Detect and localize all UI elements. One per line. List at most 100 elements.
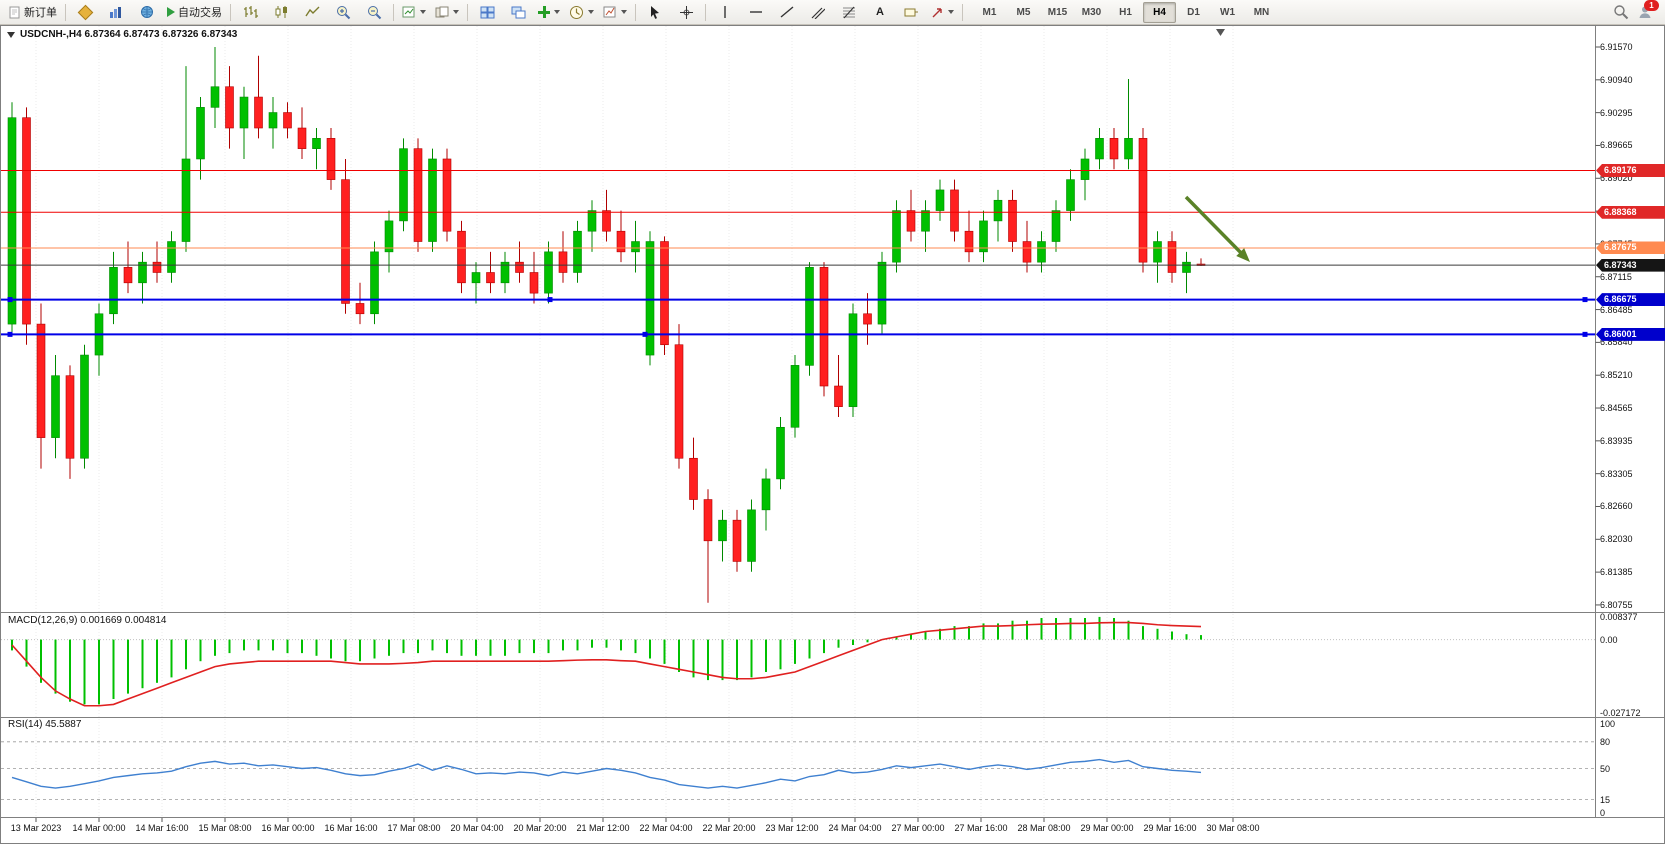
candle-body [834,385,843,407]
crosshair-tool-button[interactable] [671,1,701,24]
trendline-tool-button[interactable] [772,1,802,24]
period-button[interactable] [565,1,598,24]
cascade-windows-icon [511,6,525,18]
timeframe-button-mn[interactable]: MN [1253,6,1270,18]
timeframe-button-w1[interactable]: W1 [1220,6,1235,18]
candle-body [1022,241,1032,263]
zoom-out-button[interactable] [359,1,389,24]
rsi-label: RSI(14) 45.5887 [8,719,82,730]
candlestick-icon [275,6,287,18]
candle-body [123,267,133,284]
vertical-line-tool-button[interactable] [710,1,740,24]
templates-button[interactable] [599,1,631,24]
level-price-tag: 6.86675 [1596,293,1665,307]
line-drag-handle[interactable] [547,297,553,303]
candle-body [515,261,524,273]
price-axis-label: 6.91570 [1600,42,1633,52]
candle-body [935,189,945,211]
text-label-icon [904,8,918,16]
candle-body [993,199,1003,222]
notifications-button[interactable]: 1 [1635,0,1659,22]
horizontal-line-tool-button[interactable] [741,1,771,24]
indicators-button[interactable] [534,1,564,24]
line-drag-handle[interactable] [1582,331,1588,337]
candle-body [181,158,191,242]
price-axis-label: 6.85210 [1600,370,1633,381]
arrows-tool-button[interactable] [927,1,958,24]
timeframe-button-m15[interactable]: M15 [1047,6,1068,18]
candlestick-mode-button[interactable] [266,1,296,24]
candle-body [254,96,263,129]
fibonacci-tool-button[interactable] [834,1,864,24]
auto-trading-play-icon [167,7,175,17]
candle-body [660,241,669,346]
candle-body [167,241,176,273]
timeframe-button-m5[interactable]: M5 [1016,6,1031,18]
candle-body [964,230,974,253]
time-axis-label: 13 Mar 2023 [10,823,62,833]
candle-body [225,86,234,129]
trend-arrow-head [1236,248,1250,262]
time-axis-label: 21 Mar 12:00 [576,823,630,833]
timeframe-button-h1[interactable]: H1 [1119,6,1132,18]
price-axis-label: 6.85840 [1600,337,1633,348]
candle-body [152,261,162,273]
line-drag-handle[interactable] [642,331,648,337]
auto-trading-button[interactable]: 自动交易 [163,1,226,24]
price-axis-label: 6.81385 [1600,567,1633,578]
rsi-axis-label: 50 [1600,763,1611,774]
candle-body [732,519,742,562]
chart-menu-icon[interactable] [7,31,15,38]
trend-arrow-annotation[interactable] [1184,195,1245,257]
bar-chart-mode-button[interactable] [235,1,265,24]
candle-body [109,267,118,315]
cursor-tool-button[interactable] [640,1,670,24]
price-axis-label: 6.87115 [1600,271,1632,282]
data-window-button[interactable] [101,1,131,24]
equidistant-channel-icon [811,7,825,19]
line-drag-handle[interactable] [1582,297,1588,303]
zoom-in-button[interactable] [328,1,358,24]
candle-body [268,112,278,129]
candle-body [384,220,394,253]
candle-body [442,158,452,232]
channel-tool-button[interactable] [803,1,833,24]
time-axis-label: 22 Mar 20:00 [702,823,756,833]
price-axis-label: 6.80755 [1600,599,1633,610]
candle-body [558,251,568,273]
cascade-windows-button[interactable] [503,1,533,24]
timeframe-button-m1[interactable]: M1 [982,6,997,18]
candle-body [1153,241,1162,263]
tile-windows-button[interactable] [472,1,502,24]
search-icon[interactable] [1613,4,1629,20]
text-tool-icon: A [876,6,884,18]
line-drag-handle[interactable] [7,297,13,303]
arrow-shapes-icon [932,7,942,17]
line-drag-handle[interactable] [7,331,13,337]
new-order-button[interactable]: 新订单 [4,1,61,24]
time-axis-label: 23 Mar 12:00 [765,823,819,833]
timeframe-button-m30[interactable]: M30 [1081,6,1102,18]
timeframe-button-d1[interactable]: D1 [1187,6,1200,18]
profiles-button[interactable] [431,1,463,24]
candle-body [326,138,336,180]
candle-body [36,323,46,438]
new-chart-button[interactable] [398,1,430,24]
new-chart-icon [402,6,415,17]
market-watch-button[interactable] [70,1,100,24]
candle-body [1051,210,1061,242]
text-tool-button[interactable]: A [865,1,895,24]
macd-signal-line [11,621,1202,707]
candle-body [950,189,959,232]
line-chart-mode-button[interactable] [297,1,327,24]
timeframe-button-h4[interactable]: H4 [1143,1,1176,23]
line-chart-icon [304,6,319,17]
candle-body [747,509,756,562]
navigator-button[interactable] [132,1,162,24]
dropdown-caret-icon [554,10,560,14]
tile-windows-icon [480,6,494,18]
label-tool-button[interactable] [896,1,926,24]
dropdown-caret-icon [588,10,594,14]
